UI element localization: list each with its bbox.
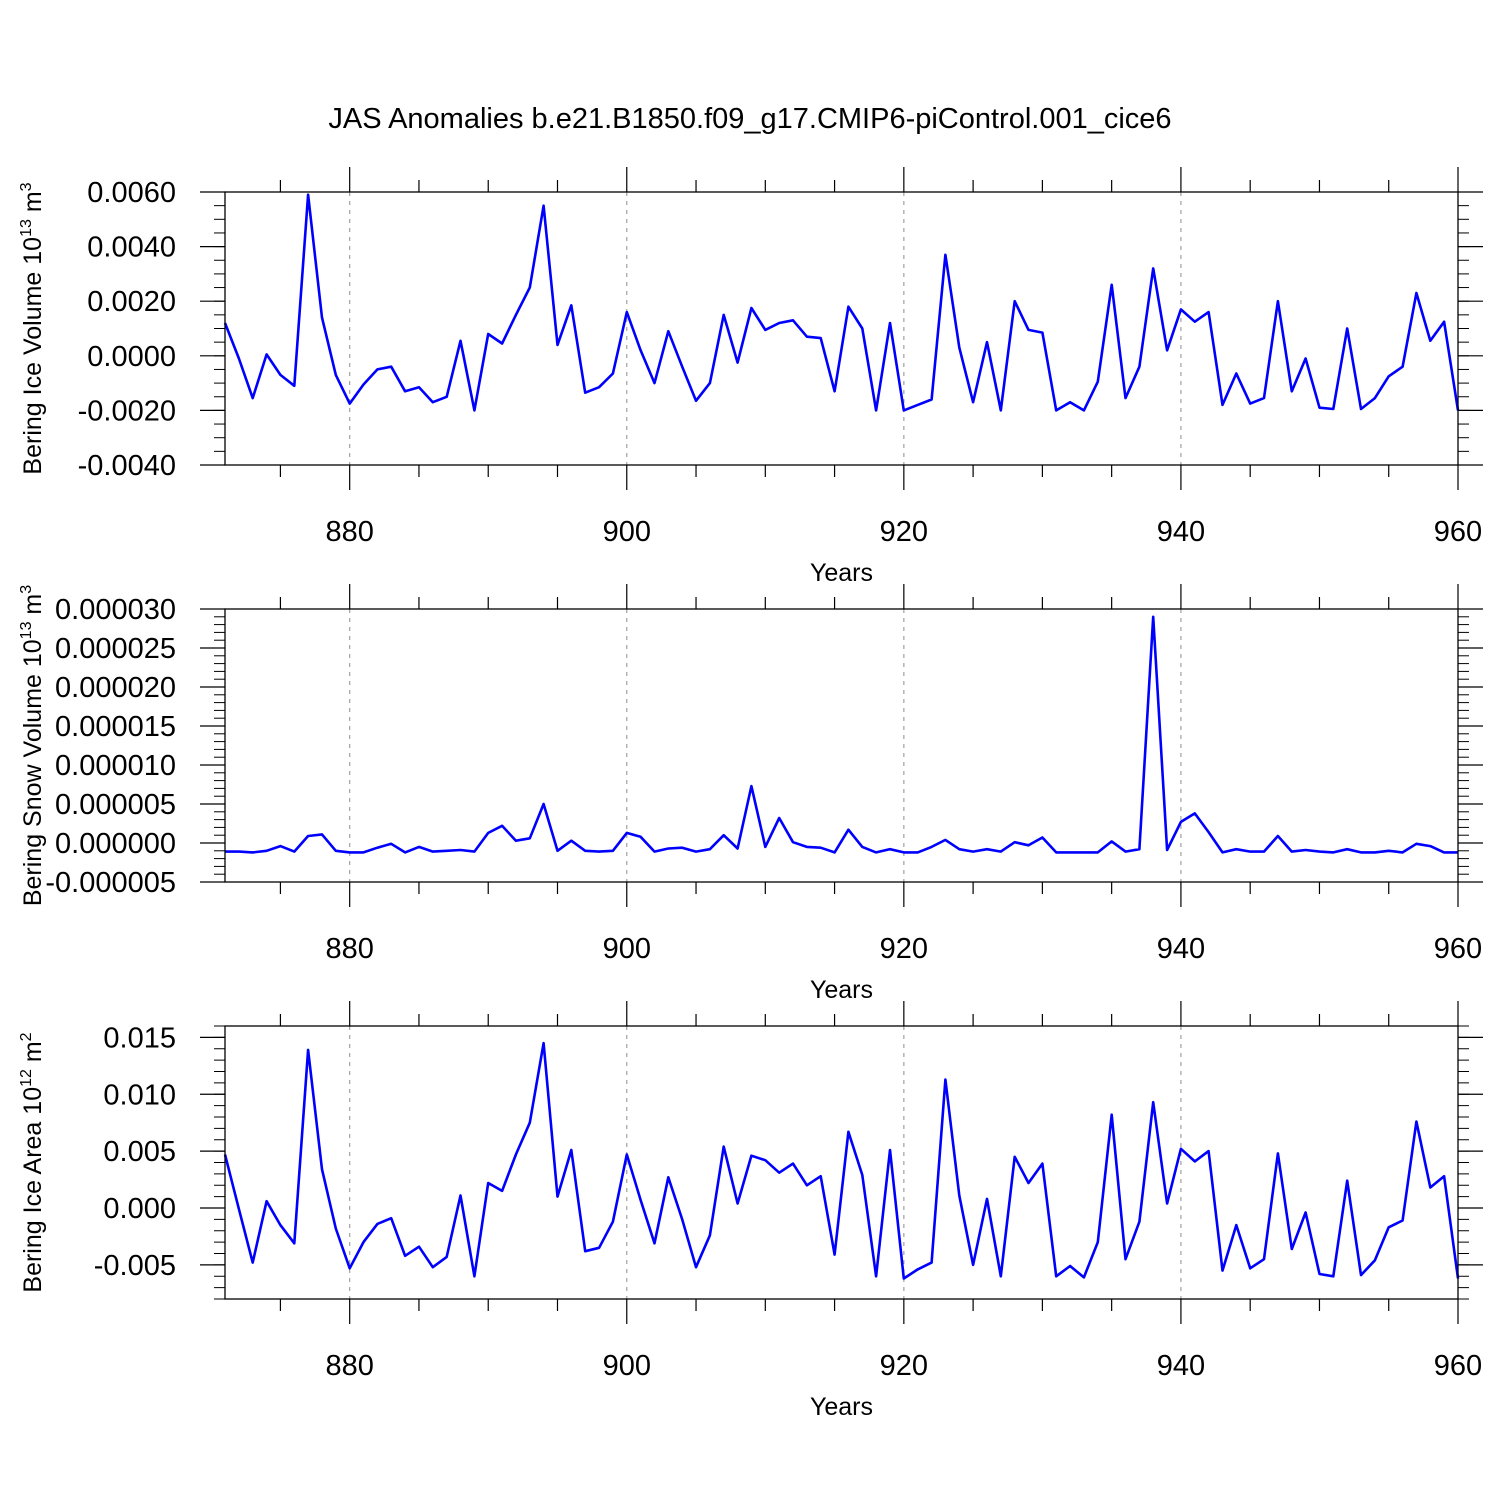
- axis-ticks: [200, 584, 1483, 907]
- y-tick-label: 0.0040: [87, 232, 176, 264]
- y-tick-labels: -0.000005 0.000000 0.000005 0.000010 0.00001…: [45, 594, 176, 899]
- y-axis-label: Bering Ice Volume 1013 m3: [18, 182, 47, 474]
- x-tick-label: 900: [603, 516, 651, 548]
- ice-volume-line: [223, 193, 1460, 412]
- x-tick-label: 900: [603, 1350, 651, 1382]
- grid-lines: [349, 192, 1182, 465]
- x-tick-label: 940: [1157, 516, 1205, 548]
- y-axis-label: Bering Ice Area 1012 m2: [18, 1032, 47, 1292]
- y-tick-label: 0.0060: [87, 177, 176, 209]
- plot-frame: [224, 608, 1459, 883]
- y-tick-label: 0.015: [103, 1022, 176, 1054]
- y-axis-label: Bering Snow Volume 1013 m3: [18, 585, 47, 906]
- y-tick-label: -0.0040: [78, 450, 176, 482]
- x-tick-labels: 880 900 920 940 960: [325, 516, 1482, 548]
- x-tick-label: 900: [603, 933, 651, 965]
- y-tick-labels: -0.005 0.000 0.005 0.010 0.015: [94, 1022, 176, 1282]
- y-tick-label: 0.000000: [55, 828, 176, 860]
- x-tick-label: 880: [325, 516, 373, 548]
- y-tick-labels: -0.0040 -0.0020 0.0000 0.0020 0.0040 0.0060: [78, 177, 176, 482]
- ice-area-panel: -0.005 0.000 0.005 0.010 0.015 880 900 920 940 9…: [18, 1001, 1483, 1421]
- plot-frame: [224, 191, 1459, 466]
- y-tick-label: 0.010: [103, 1079, 176, 1111]
- y-tick-label: -0.000005: [45, 867, 176, 899]
- grid-lines: [349, 609, 1182, 882]
- y-tick-label: 0.000: [103, 1193, 176, 1225]
- y-tick-label: 0.0020: [87, 286, 176, 318]
- x-tick-label: 940: [1157, 1350, 1205, 1382]
- x-tick-labels: 880 900 920 940 960: [325, 1350, 1482, 1382]
- x-axis-label: Years: [810, 559, 873, 587]
- snow-volume-panel: -0.000005 0.000000 0.000005 0.000010 0.00001…: [18, 584, 1483, 1004]
- x-tick-label: 920: [880, 516, 928, 548]
- axis-ticks: [200, 167, 1483, 490]
- x-axis-label: Years: [810, 1393, 873, 1421]
- y-tick-label: 0.005: [103, 1136, 176, 1168]
- y-tick-label: 0.000020: [55, 672, 176, 704]
- ice-volume-panel: -0.0040 -0.0020 0.0000 0.0020 0.0040 0.0060 8…: [18, 167, 1483, 587]
- chart-title: JAS Anomalies b.e21.B1850.f09_g17.CMIP6-…: [328, 103, 1171, 135]
- y-tick-label: 0.000030: [55, 594, 176, 626]
- axis-ticks: [200, 1001, 1483, 1324]
- x-tick-label: 880: [325, 1350, 373, 1382]
- y-tick-label: 0.000010: [55, 750, 176, 782]
- x-tick-label: 880: [325, 933, 373, 965]
- snow-volume-line: [225, 615, 1458, 854]
- y-tick-label: 0.000015: [55, 711, 176, 743]
- plot-frame: [224, 1025, 1459, 1300]
- x-tick-label: 920: [880, 933, 928, 965]
- grid-lines: [349, 1026, 1182, 1299]
- x-axis-label: Years: [810, 976, 873, 1004]
- x-tick-label: 940: [1157, 933, 1205, 965]
- x-tick-label: 920: [880, 1350, 928, 1382]
- x-tick-labels: 880 900 920 940 960: [325, 933, 1482, 965]
- x-tick-label: 960: [1434, 933, 1482, 965]
- ice-area-line: [223, 1041, 1460, 1280]
- y-tick-label: 0.000005: [55, 789, 176, 821]
- y-tick-label: -0.005: [94, 1250, 176, 1282]
- y-tick-label: 0.000025: [55, 633, 176, 665]
- x-tick-label: 960: [1434, 516, 1482, 548]
- y-tick-label: -0.0020: [78, 395, 176, 427]
- x-tick-label: 960: [1434, 1350, 1482, 1382]
- y-tick-label: 0.0000: [87, 341, 176, 373]
